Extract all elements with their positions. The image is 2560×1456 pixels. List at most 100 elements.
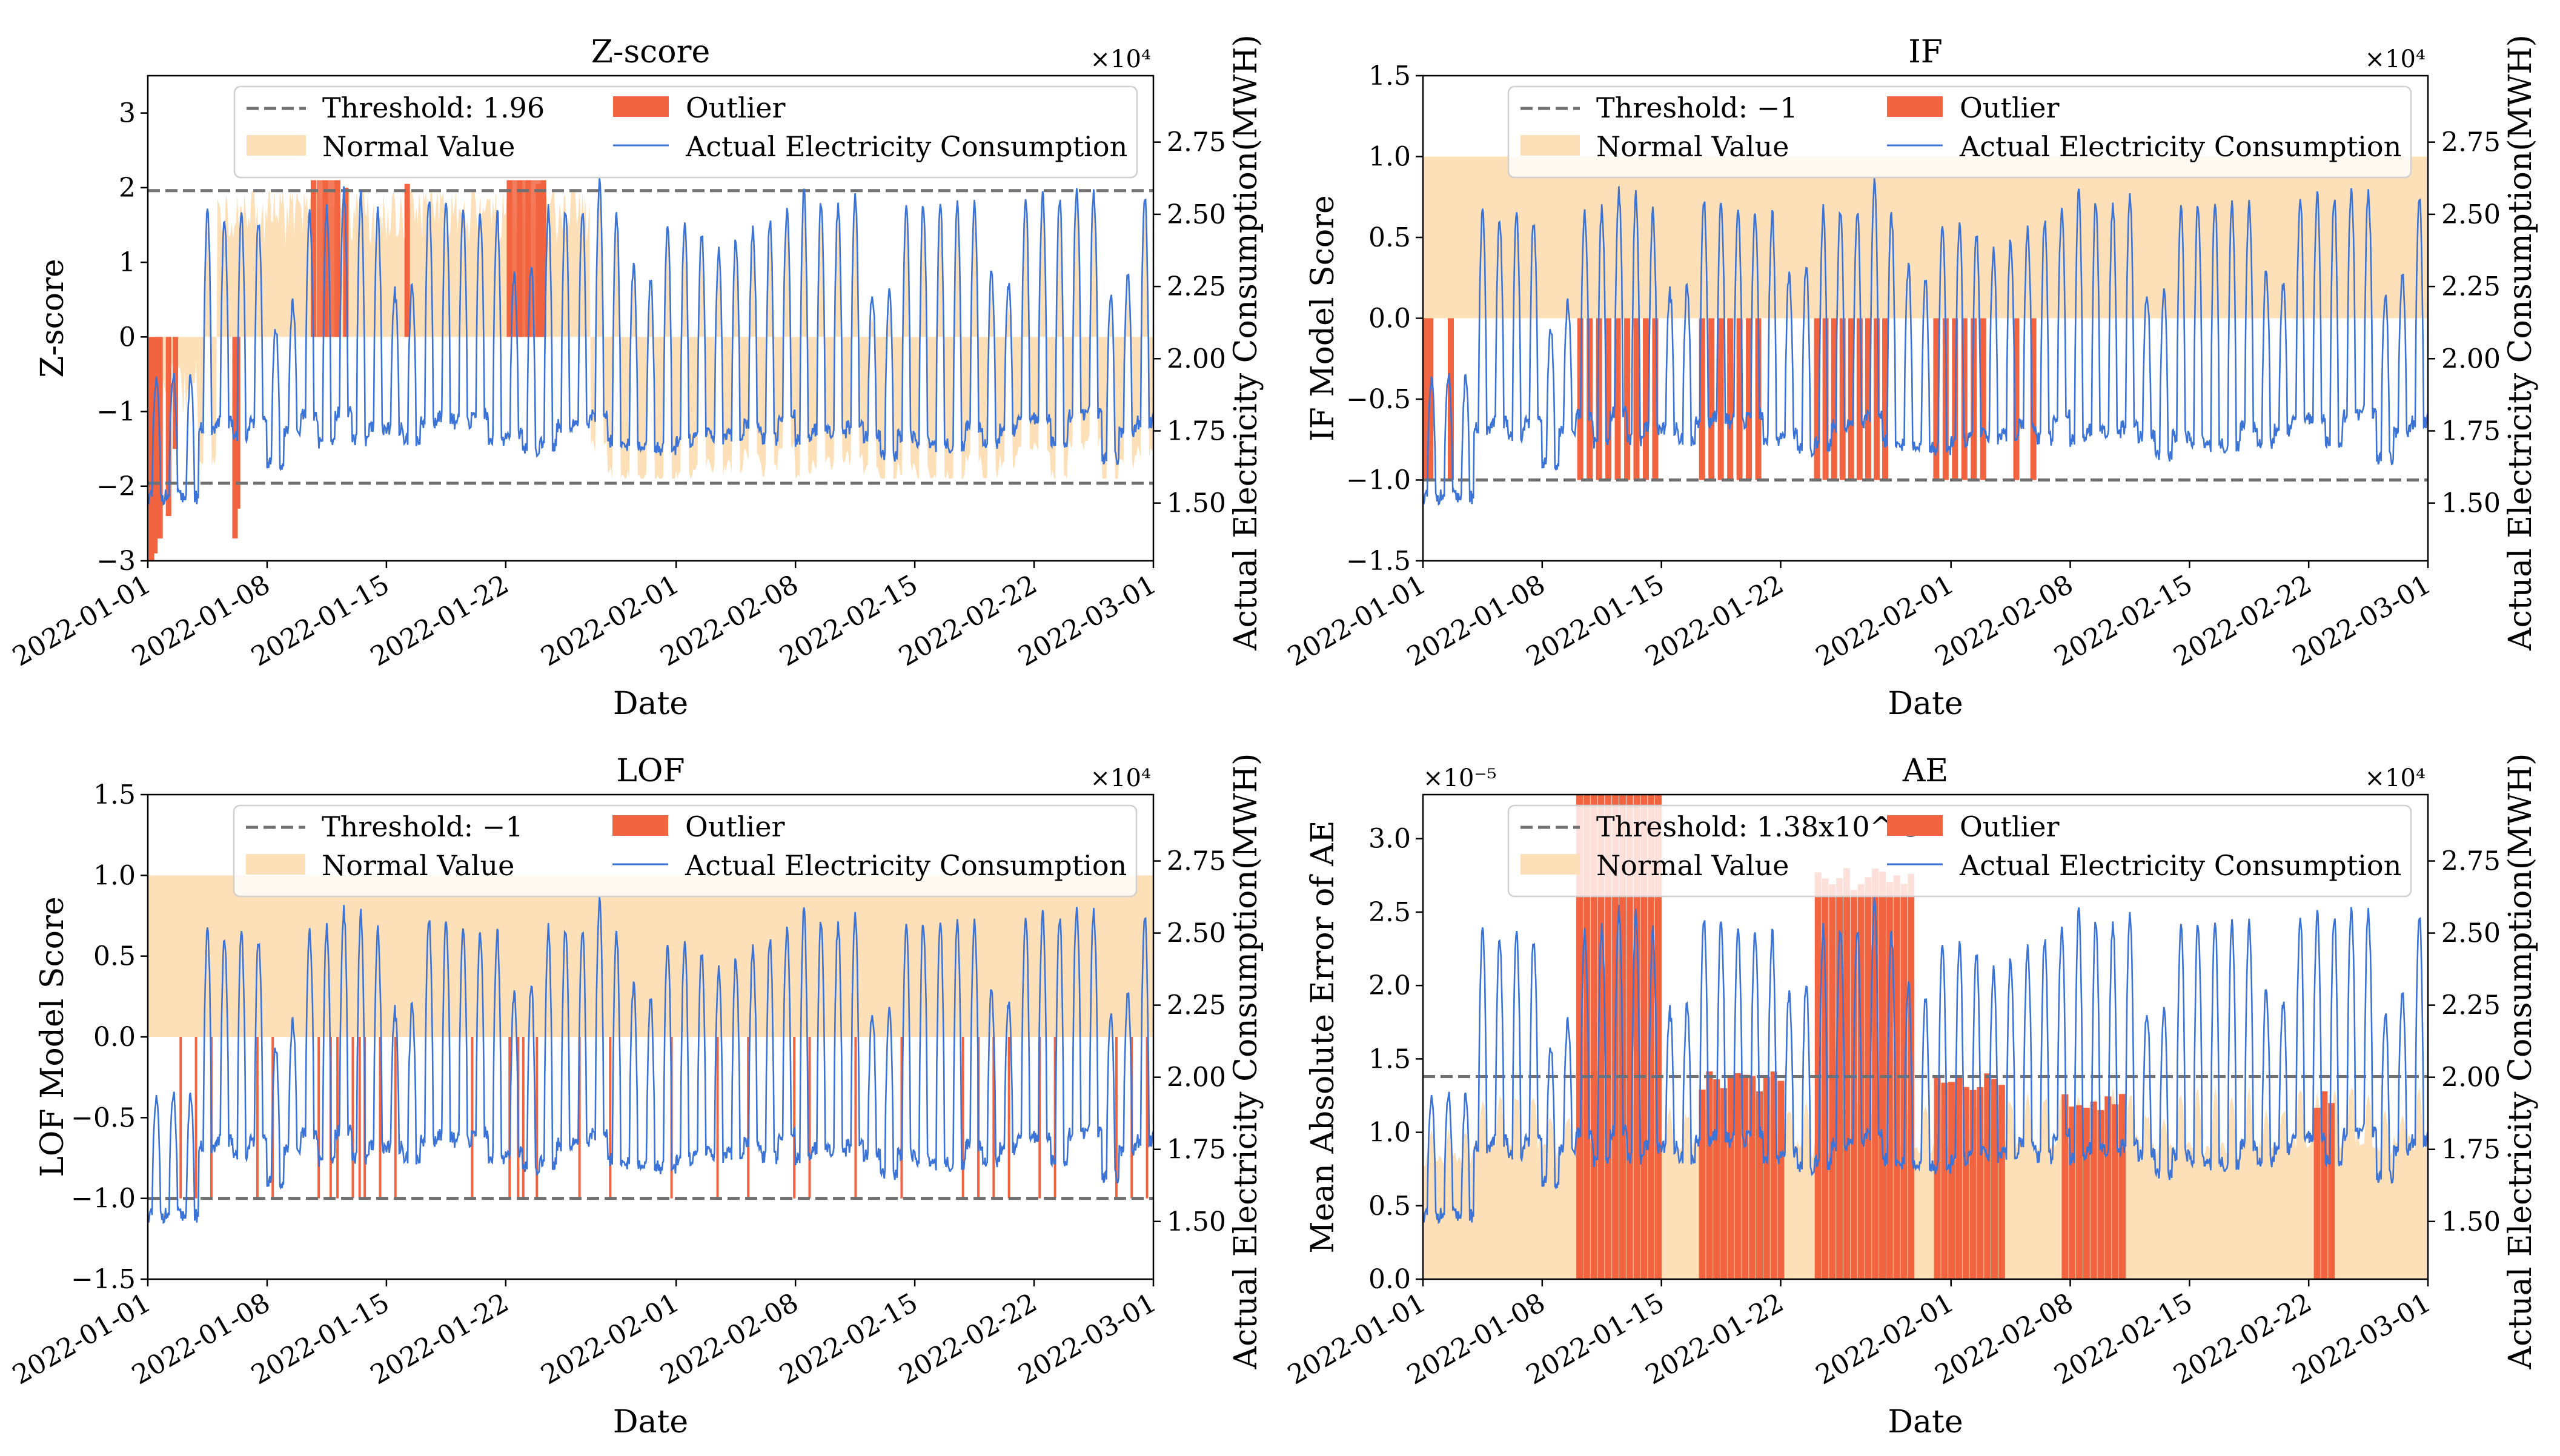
y-tick-label: 0.5 (93, 941, 136, 972)
y2-tick-label: 2.00 (1167, 1062, 1226, 1093)
legend-outlier-swatch (613, 96, 669, 117)
outlier-bar (379, 1037, 382, 1199)
y2-tick-label: 1.75 (2441, 1134, 2501, 1165)
outlier-bar (1755, 318, 1762, 480)
outlier-bar (522, 1037, 525, 1199)
outlier-bar (1843, 868, 1850, 1279)
y2-axis-label: Actual Electricity Consumption(MWH) (2502, 35, 2539, 651)
legend-threshold-label: Threshold: −1 (322, 810, 523, 843)
y-tick-label: 1.0 (1368, 1117, 1411, 1148)
y-tick-label: 1.5 (1368, 1044, 1411, 1074)
legend-outlier-label: Outlier (686, 91, 785, 124)
outlier-bar (1961, 318, 1968, 480)
outlier-bar (1007, 1037, 1010, 1199)
chart-title: IF (1908, 34, 1943, 70)
y-tick-label: 3.0 (1368, 824, 1411, 855)
outlier-bar (808, 1037, 811, 1199)
outlier-bar (1642, 318, 1649, 480)
consumption-line (148, 896, 1153, 1225)
outlier-bar (2069, 1107, 2076, 1279)
outlier-bar (1934, 1076, 1941, 1279)
legend: Threshold: −1 Outlier Normal Value Actual E… (233, 804, 1138, 898)
y-tick-label: −1 (96, 397, 136, 428)
legend-normal-swatch (246, 854, 305, 875)
y2-axis-label: Actual Electricity Consumption(MWH) (2502, 753, 2539, 1370)
outlier-bar (1971, 318, 1977, 480)
y-axis-label: Z-score (35, 259, 71, 377)
normal-value-area (1423, 156, 2428, 319)
outlier-bar (1590, 795, 1597, 1279)
y2-multiplier: ×10⁴ (2365, 764, 2426, 792)
y2-tick-label: 1.50 (1167, 488, 1226, 519)
chart-title: Z-score (591, 34, 710, 70)
outlier-bar (1900, 884, 1908, 1279)
outlier-bar (1822, 878, 1829, 1279)
y2-tick-label: 2.50 (2441, 918, 2501, 949)
outlier-bar (1770, 1071, 1777, 1279)
y2-tick-label: 2.50 (1167, 918, 1226, 949)
y2-tick-label: 2.00 (2441, 343, 2501, 374)
outlier-bar (351, 1037, 354, 1199)
y-tick-label: 0.0 (1368, 1264, 1411, 1295)
outlier-bar (2104, 1096, 2112, 1279)
legend-normal-swatch (1520, 854, 1580, 875)
outlier-bar (1756, 1091, 1763, 1279)
legend-box (233, 804, 1138, 898)
y-tick-label: −3 (96, 546, 136, 577)
outlier-bar (1699, 318, 1705, 480)
legend-normal-label: Normal Value (1596, 849, 1789, 882)
chart-title: AE (1902, 753, 1949, 789)
outlier-bar (1955, 1075, 1962, 1279)
outlier-bar (1713, 1079, 1720, 1279)
outlier-bar (1969, 1090, 1977, 1279)
y-multiplier: ×10⁻⁵ (1423, 764, 1497, 792)
y2-tick-label: 2.00 (1167, 343, 1226, 374)
outlier-bar (165, 337, 171, 517)
consumption-line (1423, 178, 2428, 506)
y2-multiplier: ×10⁴ (1090, 45, 1151, 73)
y2-tick-label: 2.25 (2441, 990, 2501, 1021)
y-tick-label: 0 (119, 322, 136, 352)
outlier-bar (1736, 318, 1743, 480)
outlier-bar (317, 1037, 320, 1199)
outlier-bar (1727, 1076, 1734, 1279)
legend-threshold-label: Threshold: 1.96 (322, 91, 545, 124)
y-tick-label: −1.5 (71, 1264, 136, 1295)
legend-outlier-swatch (612, 815, 668, 836)
plot-area (1423, 795, 2428, 1279)
outlier-bar (336, 1037, 339, 1199)
outlier-bar (1933, 318, 1940, 480)
legend-threshold-label: Threshold: −1 (1596, 91, 1798, 124)
y-tick-label: 2.5 (1368, 897, 1411, 928)
y2-axis-label: Actual Electricity Consumption(MWH) (1228, 753, 1264, 1370)
outlier-bar (716, 1037, 719, 1199)
y2-tick-label: 1.50 (2441, 488, 2501, 519)
plot-frame (1422, 793, 2429, 1280)
outlier-bar (1814, 318, 1820, 480)
outlier-bar (1742, 1074, 1749, 1279)
y-axis-label: LOF Model Score (35, 896, 71, 1177)
y-tick-label: 2.0 (1368, 970, 1411, 1001)
outlier-bar (1648, 795, 1655, 1279)
outlier-bar (1848, 318, 1854, 480)
chart-title: LOF (616, 753, 685, 789)
outlier-bar (1746, 318, 1753, 480)
legend-box (1507, 804, 2412, 898)
legend-box (1507, 85, 2412, 179)
outlier-bar (1576, 795, 1583, 1279)
outlier-bar (536, 1037, 539, 1199)
outlier-bar (2118, 1094, 2126, 1279)
legend-threshold-label: Threshold: 1.38x10^-5 (1596, 810, 1920, 843)
legend-box (233, 85, 1138, 179)
outlier-bar (1886, 882, 1893, 1279)
outlier-bar (194, 1037, 197, 1199)
outlier-bar (404, 184, 410, 337)
outlier-bar (1640, 795, 1648, 1279)
y-tick-label: 0.5 (1368, 222, 1411, 253)
legend-outlier-label: Outlier (685, 810, 784, 843)
y2-tick-label: 1.50 (1167, 1206, 1226, 1237)
outlier-bar (1654, 795, 1662, 1279)
y-axis-label: Mean Absolute Error of AE (1305, 820, 1341, 1253)
y2-multiplier: ×10⁴ (1090, 764, 1151, 792)
consumption-line (148, 178, 1153, 506)
